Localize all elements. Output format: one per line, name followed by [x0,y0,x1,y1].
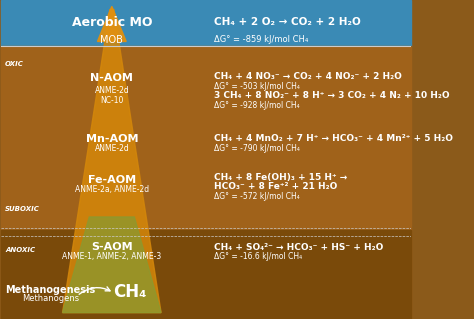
Text: Methanogens: Methanogens [22,294,79,303]
Text: Fe-AOM: Fe-AOM [88,175,136,185]
Text: MOB: MOB [100,35,123,45]
Text: CH₄: CH₄ [114,283,147,301]
Polygon shape [98,6,126,41]
Text: ANME-2d: ANME-2d [94,86,129,95]
Text: ANME-2d: ANME-2d [94,144,129,153]
Text: ANME-1, ANME-2, ANME-3: ANME-1, ANME-2, ANME-3 [62,252,162,261]
Text: NC-10: NC-10 [100,96,124,105]
Polygon shape [63,217,161,313]
Text: ΔG° = -859 kJ/mol CH₄: ΔG° = -859 kJ/mol CH₄ [214,35,309,44]
Text: ΔG° = -928 kJ/mol CH₄: ΔG° = -928 kJ/mol CH₄ [214,101,300,110]
Text: ΔG° = -572 kJ/mol CH₄: ΔG° = -572 kJ/mol CH₄ [214,192,300,201]
Text: CH₄ + SO₄²⁻ → HCO₃⁻ + HS⁻ + H₂O: CH₄ + SO₄²⁻ → HCO₃⁻ + HS⁻ + H₂O [214,243,384,252]
Text: ΔG° = -503 kJ/mol CH₄: ΔG° = -503 kJ/mol CH₄ [214,82,300,91]
Bar [1,230,411,319]
Text: HCO₃⁻ + 8 Fe⁺² + 21 H₂O: HCO₃⁻ + 8 Fe⁺² + 21 H₂O [214,182,338,191]
Text: ANOXIC: ANOXIC [5,248,35,253]
Bar [1,46,411,319]
Text: Methanogenesis: Methanogenesis [5,285,95,295]
Text: ΔG° = -790 kJ/mol CH₄: ΔG° = -790 kJ/mol CH₄ [214,144,300,153]
Text: SUBOXIC: SUBOXIC [5,206,40,212]
Text: 3 CH₄ + 8 NO₂⁻ + 8 H⁺ → 3 CO₂ + 4 N₂ + 10 H₂O: 3 CH₄ + 8 NO₂⁻ + 8 H⁺ → 3 CO₂ + 4 N₂ + 1… [214,91,450,100]
Text: CH₄ + 4 NO₃⁻ → CO₂ + 4 NO₂⁻ + 2 H₂O: CH₄ + 4 NO₃⁻ → CO₂ + 4 NO₂⁻ + 2 H₂O [214,72,402,81]
FancyArrowPatch shape [79,287,110,294]
Text: CH₄ + 2 O₂ → CO₂ + 2 H₂O: CH₄ + 2 O₂ → CO₂ + 2 H₂O [214,17,361,27]
Text: ΔG° = -16.6 kJ/mol CH₄: ΔG° = -16.6 kJ/mol CH₄ [214,252,302,261]
Text: ANME-2a, ANME-2d: ANME-2a, ANME-2d [75,185,149,194]
Text: N-AOM: N-AOM [91,73,133,83]
Text: S-AOM: S-AOM [91,242,133,252]
Text: CH₄ + 4 MnO₂ + 7 H⁺ → HCO₃⁻ + 4 Mn²⁺ + 5 H₂O: CH₄ + 4 MnO₂ + 7 H⁺ → HCO₃⁻ + 4 Mn²⁺ + 5… [214,134,454,143]
Polygon shape [63,10,161,313]
Text: Mn-AOM: Mn-AOM [86,134,138,144]
Text: Aerobic MO: Aerobic MO [72,16,152,29]
Text: CH₄ + 8 Fe(OH)₃ + 15 H⁺ →: CH₄ + 8 Fe(OH)₃ + 15 H⁺ → [214,173,347,182]
Text: OXIC: OXIC [5,61,24,67]
Bar [1,0,411,46]
